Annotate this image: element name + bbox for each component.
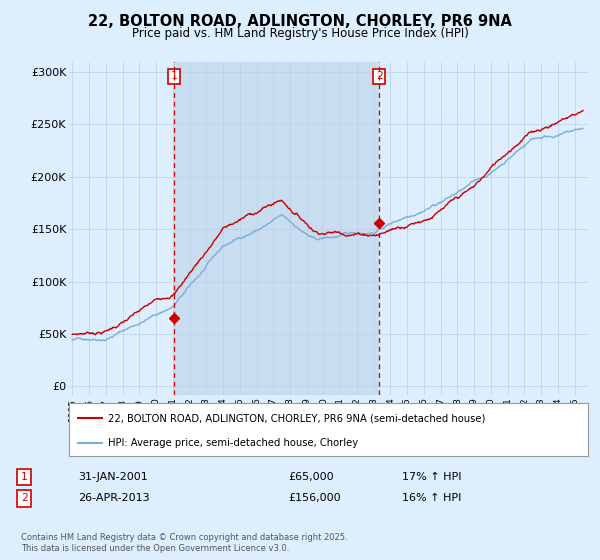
Bar — [174, 62, 379, 395]
Text: 2: 2 — [20, 493, 28, 503]
Text: Price paid vs. HM Land Registry's House Price Index (HPI): Price paid vs. HM Land Registry's House … — [131, 27, 469, 40]
Text: 31-JAN-2001: 31-JAN-2001 — [78, 472, 148, 482]
Text: 26-APR-2013: 26-APR-2013 — [78, 493, 149, 503]
Text: Contains HM Land Registry data © Crown copyright and database right 2025.
This d: Contains HM Land Registry data © Crown c… — [21, 533, 347, 553]
Text: 1: 1 — [20, 472, 28, 482]
Text: 1: 1 — [171, 71, 178, 81]
Text: 22, BOLTON ROAD, ADLINGTON, CHORLEY, PR6 9NA (semi-detached house): 22, BOLTON ROAD, ADLINGTON, CHORLEY, PR6… — [108, 413, 485, 423]
Text: 2: 2 — [376, 71, 382, 81]
Text: £156,000: £156,000 — [288, 493, 341, 503]
Text: 22, BOLTON ROAD, ADLINGTON, CHORLEY, PR6 9NA: 22, BOLTON ROAD, ADLINGTON, CHORLEY, PR6… — [88, 14, 512, 29]
Text: 17% ↑ HPI: 17% ↑ HPI — [402, 472, 461, 482]
Text: £65,000: £65,000 — [288, 472, 334, 482]
Text: 16% ↑ HPI: 16% ↑ HPI — [402, 493, 461, 503]
Text: HPI: Average price, semi-detached house, Chorley: HPI: Average price, semi-detached house,… — [108, 438, 358, 448]
